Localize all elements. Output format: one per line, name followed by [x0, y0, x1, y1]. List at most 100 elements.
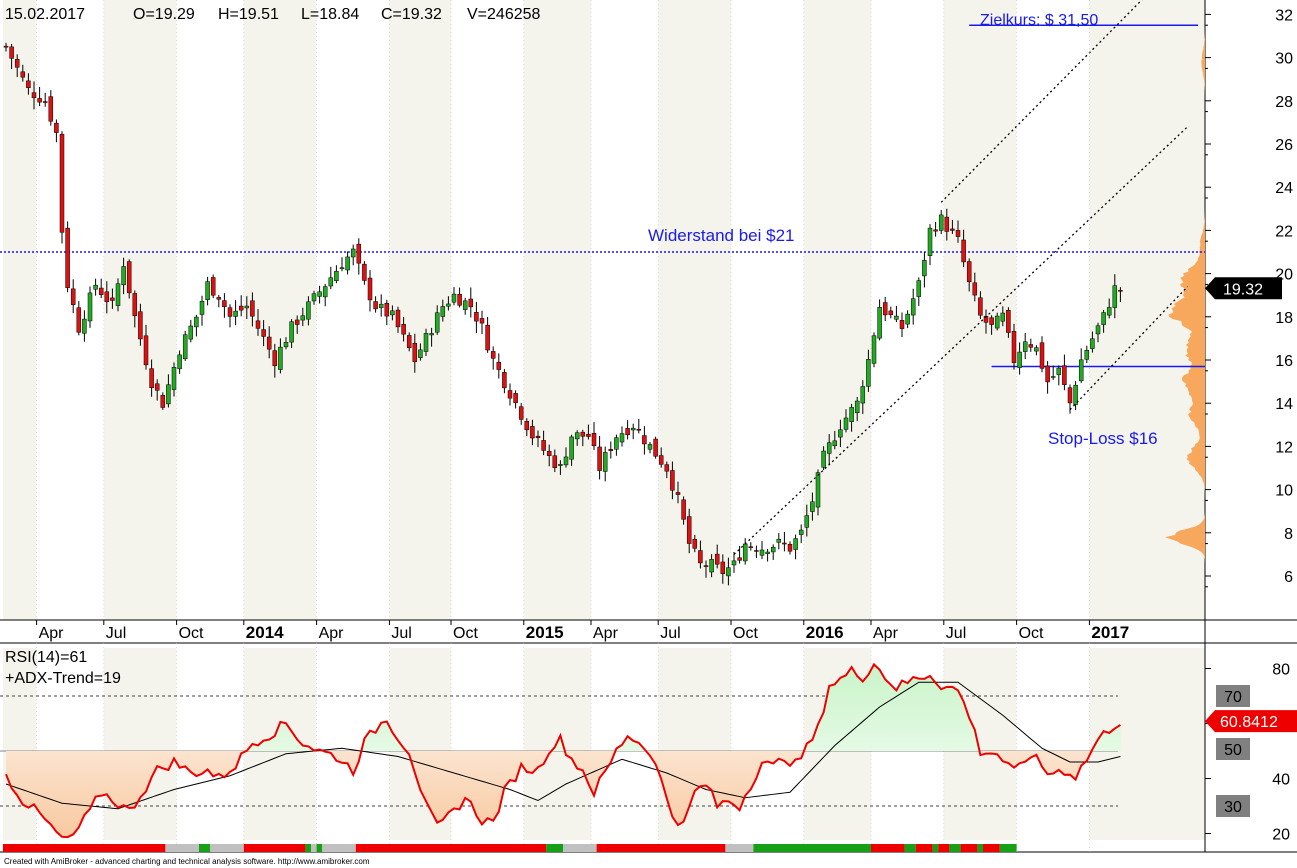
candle-body [720, 561, 726, 574]
candle [843, 409, 849, 433]
candle [250, 292, 255, 327]
candle-body [434, 312, 440, 333]
candle [406, 332, 412, 352]
candle-body [961, 239, 966, 263]
status-segment [904, 844, 916, 852]
candle [922, 251, 927, 288]
candle [653, 436, 658, 459]
candle-body [894, 315, 899, 320]
candle-body [670, 470, 675, 491]
candle [658, 447, 664, 468]
candle [877, 299, 882, 341]
candle [138, 303, 143, 346]
price-tick-label: 12 [1275, 439, 1293, 456]
candle [989, 315, 994, 335]
candle [563, 447, 569, 468]
candle-body [283, 342, 289, 348]
candle-body [244, 305, 250, 309]
candle-body [580, 431, 586, 437]
candle [815, 469, 821, 516]
candle-body [216, 297, 222, 300]
candle [110, 288, 115, 309]
quarter-bands [3, 0, 1205, 840]
price-tick-label: 30 [1275, 51, 1293, 68]
trendline [733, 126, 1189, 555]
candle [832, 430, 838, 450]
candle [1118, 287, 1123, 302]
candle [82, 310, 87, 342]
time-tick-label: 2014 [246, 623, 284, 642]
rsi-panel: 20406080705030 [0, 662, 1290, 844]
candle-body [782, 542, 787, 545]
candle [759, 541, 765, 560]
quarter-band [451, 0, 524, 620]
candle [1000, 306, 1006, 327]
candle-body [1067, 387, 1073, 404]
stop-loss-annotation: Stop-Loss $16 [1048, 429, 1158, 448]
candle-body [356, 243, 362, 264]
level-lines [0, 24, 1205, 368]
candle-body [496, 361, 502, 370]
time-tick-label: 2015 [526, 623, 564, 642]
candle-body [93, 284, 98, 290]
price-tick-label: 26 [1275, 137, 1293, 154]
quarter-band [1016, 648, 1090, 840]
candle [350, 244, 356, 266]
candle-body [608, 448, 614, 451]
candle [994, 312, 1000, 331]
candle-body [177, 354, 182, 370]
candle [244, 296, 250, 320]
candle-body [20, 71, 26, 78]
candle-body [944, 216, 950, 232]
candle-body [877, 307, 882, 339]
status-segment [977, 844, 983, 852]
candle [457, 287, 462, 308]
rsi-tick-label: 20 [1272, 827, 1290, 844]
price-tick-label: 6 [1284, 569, 1293, 586]
quarter-band [803, 0, 871, 620]
candle-body [1045, 365, 1050, 383]
candle-body [110, 297, 115, 301]
candle [950, 220, 955, 234]
candle-body [871, 335, 877, 364]
candle-body [1017, 351, 1022, 368]
candle [166, 374, 171, 408]
candle-body [899, 319, 905, 329]
quarter-band [1016, 0, 1090, 620]
candle-body [966, 261, 972, 282]
candle-body [1050, 376, 1056, 378]
candle [474, 301, 479, 333]
candle [98, 278, 104, 299]
candle-body [849, 407, 854, 422]
time-tick-label: Apr [873, 625, 899, 642]
candle [966, 258, 972, 292]
rsi-value-tag: 60.8412 [1205, 710, 1297, 733]
candle-body [916, 280, 922, 297]
rsi-line [5, 662, 1121, 839]
time-tick-label: Jul [660, 625, 680, 642]
candle [608, 441, 614, 459]
candle [910, 288, 916, 325]
price-tick-label: 24 [1275, 180, 1293, 197]
time-tick-label: Oct [179, 625, 204, 642]
candle [233, 300, 238, 326]
candle [126, 259, 132, 299]
candle-body [48, 96, 54, 122]
candle [692, 534, 698, 553]
candle-body [569, 436, 574, 460]
status-segment [915, 844, 933, 852]
candle [9, 43, 14, 70]
candle-body [26, 80, 31, 89]
candle-body [70, 288, 76, 305]
candle [26, 73, 31, 95]
candle [132, 290, 138, 328]
price-tick-label: 18 [1275, 310, 1293, 327]
candle [362, 261, 367, 285]
candle-body [367, 277, 373, 301]
candle [541, 430, 546, 456]
header-low: L=18.84 [301, 6, 359, 23]
candle-body [171, 367, 177, 390]
candle [37, 86, 42, 107]
candle [1017, 342, 1022, 375]
